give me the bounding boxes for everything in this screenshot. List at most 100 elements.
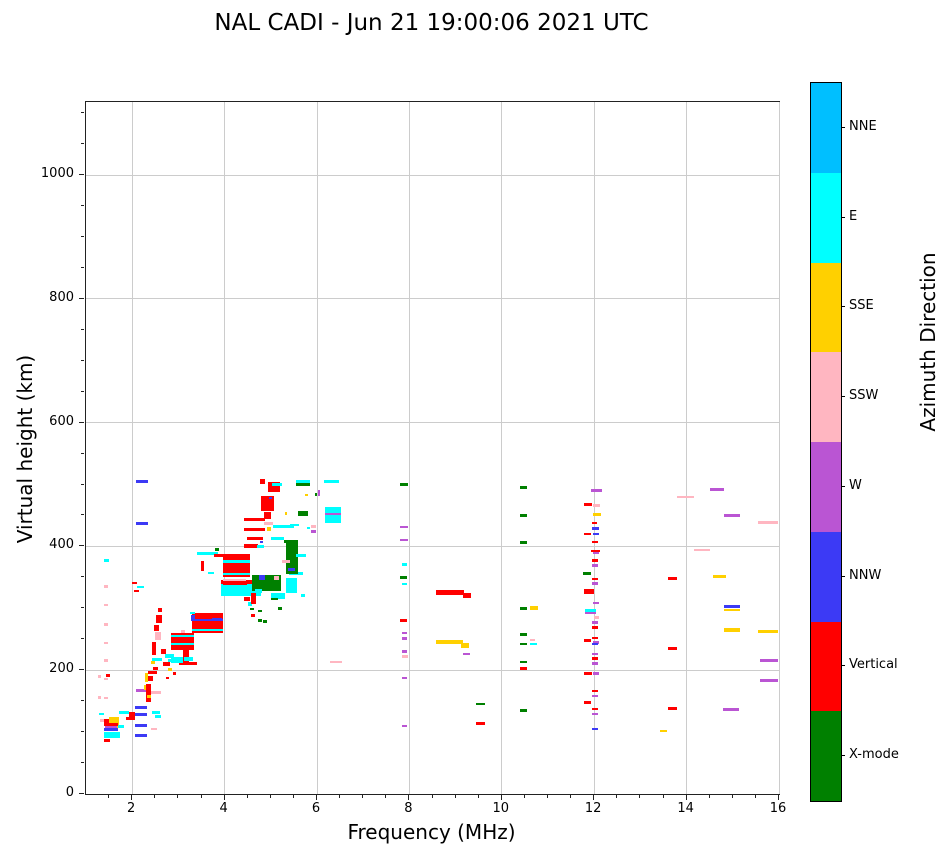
x-minor-tick <box>662 795 664 798</box>
echo-mark <box>592 636 598 640</box>
echo-mark <box>592 564 598 567</box>
echo-mark <box>401 563 408 566</box>
echo-mark <box>104 696 109 700</box>
echo-mark <box>324 513 342 516</box>
echo-mark <box>584 639 592 642</box>
echo-mark <box>592 642 598 646</box>
echo-mark <box>98 712 105 716</box>
echo-mark <box>584 608 597 612</box>
echo-mark <box>758 521 778 525</box>
echo-mark <box>251 592 256 604</box>
echo-mark <box>401 650 408 653</box>
x-minor-tick <box>385 795 387 798</box>
echo-mark <box>162 662 170 666</box>
echo-mark <box>592 521 597 524</box>
x-major-tick <box>500 795 502 800</box>
echo-mark <box>530 642 538 645</box>
echo-mark <box>592 577 598 581</box>
echo-mark <box>668 577 678 581</box>
echo-mark <box>171 656 184 663</box>
x-major-tick <box>408 795 410 800</box>
echo-mark <box>104 641 109 645</box>
echo-mark <box>668 707 678 711</box>
echo-mark <box>223 586 248 594</box>
echo-mark <box>323 479 340 483</box>
echo-mark <box>215 548 219 551</box>
x-minor-tick <box>731 795 733 798</box>
y-major-tick <box>79 793 84 794</box>
echo-mark <box>246 536 263 540</box>
colorbar-tick <box>841 665 845 667</box>
colorbar-tick <box>841 306 845 308</box>
echo-mark <box>146 694 151 698</box>
echo-mark <box>256 544 264 548</box>
x-minor-tick <box>754 795 756 798</box>
echo-mark <box>151 711 160 715</box>
azimuth-colorbar <box>810 82 842 802</box>
echo-mark <box>270 536 284 540</box>
echo-mark <box>257 609 262 613</box>
y-tick-label: 200 <box>49 661 74 677</box>
echo-mark <box>244 597 250 601</box>
echo-mark <box>244 518 265 522</box>
y-major-tick <box>79 545 84 547</box>
echo-mark <box>296 554 307 558</box>
echo-mark <box>262 620 267 623</box>
echo-mark <box>278 607 282 610</box>
echo-mark <box>520 541 528 544</box>
echo-mark <box>305 493 309 497</box>
echo-mark <box>259 478 266 484</box>
x-minor-tick <box>616 795 618 798</box>
echo-mark <box>134 705 148 709</box>
y-minor-tick <box>81 514 84 516</box>
echo-mark <box>592 621 598 624</box>
echo-mark <box>103 739 111 743</box>
echo-mark <box>284 512 288 515</box>
x-tick-label: 16 <box>769 801 787 816</box>
echo-mark <box>118 724 124 729</box>
echo-mark <box>268 482 281 492</box>
echo-mark <box>592 662 598 665</box>
x-tick-label: 10 <box>492 801 510 816</box>
echo-mark <box>659 730 667 733</box>
echo-mark <box>183 638 190 663</box>
echo-mark <box>263 512 271 519</box>
echo-mark <box>189 612 195 615</box>
x-gridline <box>593 102 595 794</box>
echo-mark <box>183 657 194 661</box>
y-gridline <box>86 545 779 547</box>
colorbar-tick <box>841 126 845 128</box>
echo-mark <box>223 580 248 586</box>
y-minor-tick <box>81 762 84 764</box>
echo-mark <box>146 676 153 682</box>
echo-mark <box>98 696 102 699</box>
x-gridline <box>686 102 688 794</box>
echo-mark <box>134 713 148 717</box>
y-minor-tick <box>81 731 84 733</box>
echo-mark <box>171 633 194 651</box>
echo-mark <box>722 707 739 711</box>
echo-mark <box>158 608 163 612</box>
echo-mark <box>151 658 162 661</box>
colorbar-label: E <box>849 208 858 224</box>
x-major-tick <box>685 795 687 800</box>
x-minor-tick <box>454 795 456 798</box>
echo-mark <box>135 689 151 693</box>
echo-mark <box>723 608 740 612</box>
echo-mark <box>401 677 408 680</box>
y-minor-tick <box>81 700 84 702</box>
echo-mark <box>592 707 598 711</box>
y-tick-label: 0 <box>65 785 74 800</box>
echo-mark <box>208 571 214 575</box>
echo-mark <box>259 574 265 580</box>
y-minor-tick <box>81 607 84 609</box>
echo-mark <box>104 732 120 739</box>
colorbar-label: NNW <box>849 567 882 583</box>
echo-mark <box>273 525 294 528</box>
echo-mark <box>134 589 139 592</box>
y-minor-tick <box>81 576 84 578</box>
x-minor-tick <box>154 795 156 798</box>
echo-mark <box>759 659 779 663</box>
echo-mark <box>400 576 408 579</box>
echo-mark <box>254 589 262 593</box>
